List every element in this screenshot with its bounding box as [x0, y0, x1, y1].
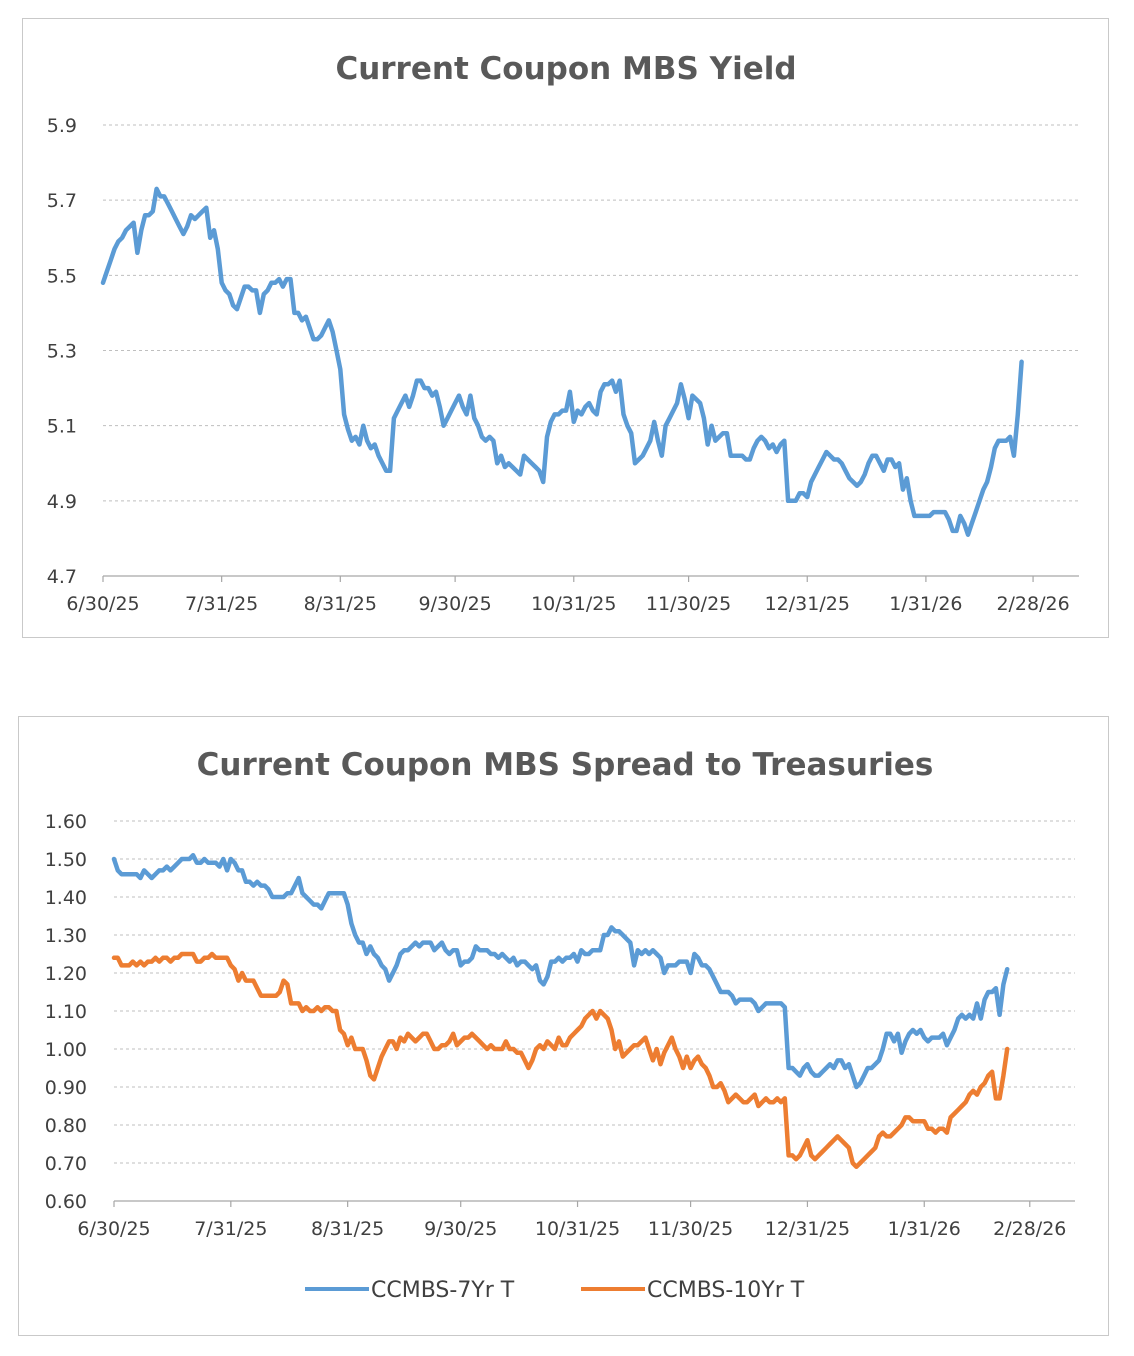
y-tick-label: 1.30 [45, 925, 87, 947]
x-tick-label: 9/30/25 [419, 593, 492, 615]
x-tick-label: 6/30/25 [77, 1218, 150, 1240]
x-tick-label: 9/30/25 [424, 1218, 497, 1240]
legend-label-7yr: CCMBS-7Yr T [371, 1278, 515, 1303]
yield-chart: Current Coupon MBS Yield 5.9 5.7 5.5 5.3 5.1… [47, 51, 1079, 615]
x-tick-label: 1/31/26 [889, 593, 962, 615]
y-tick-label: 0.70 [45, 1153, 87, 1175]
y-tick-label: 4.7 [47, 566, 77, 588]
gridlines [103, 124, 1079, 502]
series-line-1 [111, 852, 1010, 1090]
y-tick-label: 1.60 [45, 811, 87, 833]
legend: CCMBS-7Yr T CCMBS-10Yr T [305, 1278, 805, 1303]
chart-title: Current Coupon MBS Yield [335, 51, 796, 87]
x-tick-label: 10/31/25 [531, 593, 616, 615]
y-tick-label: 1.50 [45, 849, 87, 871]
y-tick-label: 0.60 [45, 1191, 87, 1213]
x-tick-label: 11/30/25 [646, 593, 731, 615]
x-tick-label: 12/31/25 [765, 1218, 850, 1240]
x-tick-label: 7/31/25 [194, 1218, 267, 1240]
series-lines [111, 852, 1010, 1170]
y-tick-label: 1.10 [45, 1001, 87, 1023]
y-tick-label: 1.00 [45, 1039, 87, 1061]
x-tick-label: 10/31/25 [535, 1218, 620, 1240]
x-tick-label: 1/31/26 [888, 1218, 961, 1240]
y-tick-label: 4.9 [47, 491, 77, 513]
chart-title: Current Coupon MBS Spread to Treasuries [197, 747, 934, 783]
y-tick-label: 5.5 [47, 265, 77, 287]
legend-label-10yr: CCMBS-10Yr T [647, 1278, 805, 1303]
x-axis-ticks: 6/30/25 7/31/25 8/31/25 9/30/25 10/31/25 11/3… [66, 576, 1070, 615]
y-tick-label: 0.90 [45, 1077, 87, 1099]
x-tick-label: 11/30/25 [648, 1218, 733, 1240]
x-axis-ticks: 6/30/25 7/31/25 8/31/25 9/30/25 10/31/25 11/3… [77, 1201, 1066, 1240]
yield-chart-panel: Current Coupon MBS Yield 5.9 5.7 5.5 5.3 5.1… [22, 18, 1109, 638]
x-tick-label: 2/28/26 [993, 1218, 1066, 1240]
y-tick-label: 1.20 [45, 963, 87, 985]
y-tick-label: 0.80 [45, 1115, 87, 1137]
x-tick-label: 7/31/25 [185, 593, 258, 615]
x-tick-label: 6/30/25 [66, 593, 139, 615]
y-axis-ticks: 5.9 5.7 5.5 5.3 5.1 4.9 4.7 [47, 115, 77, 588]
y-tick-label: 5.9 [47, 115, 77, 137]
series-line-2 [111, 951, 1010, 1170]
y-tick-label: 1.40 [45, 887, 87, 909]
y-tick-label: 5.3 [47, 341, 77, 363]
series-lines [100, 186, 1024, 537]
y-axis-ticks: 1.60 1.50 1.40 1.30 1.20 1.10 1.00 0.90 0.80 0.70… [45, 811, 87, 1213]
series-line-1 [100, 186, 1024, 537]
y-tick-label: 5.7 [47, 190, 77, 212]
y-tick-label: 5.1 [47, 416, 77, 438]
spread-chart: Current Coupon MBS Spread to Treasuries … [45, 747, 1075, 1303]
spread-chart-panel: Current Coupon MBS Spread to Treasuries … [18, 716, 1109, 1336]
x-tick-label: 8/31/25 [311, 1218, 384, 1240]
x-tick-label: 8/31/25 [304, 593, 377, 615]
x-tick-label: 12/31/25 [765, 593, 850, 615]
x-tick-label: 2/28/26 [996, 593, 1069, 615]
